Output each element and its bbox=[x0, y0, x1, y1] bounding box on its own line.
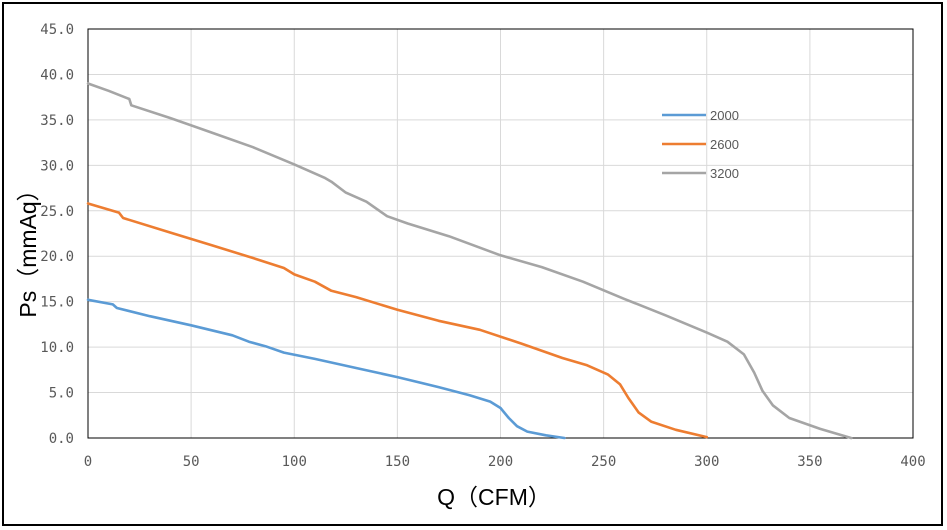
x-tick-label: 300 bbox=[694, 454, 719, 470]
plot-border bbox=[87, 28, 914, 439]
y-tick-label: 40.0 bbox=[40, 67, 74, 83]
legend-label-2600: 2600 bbox=[710, 137, 739, 152]
y-tick-label: 15.0 bbox=[40, 295, 74, 311]
x-tick-label: 50 bbox=[183, 454, 200, 470]
y-tick-label: 0.0 bbox=[49, 431, 74, 447]
y-tick-label: 5.0 bbox=[49, 386, 74, 402]
y-tick-label: 10.0 bbox=[40, 340, 74, 356]
legend-label-2000: 2000 bbox=[710, 108, 739, 123]
y-axis-ticks: 0.0 5.0 10.0 15.0 20.0 25.0 30.0 35.0 40.0 45.0 bbox=[40, 22, 74, 447]
series-line-2000 bbox=[86, 298, 566, 440]
legend-label-3200: 3200 bbox=[710, 166, 739, 181]
plot-area bbox=[87, 28, 914, 439]
x-tick-label: 350 bbox=[797, 454, 822, 470]
y-tick-label: 25.0 bbox=[40, 204, 74, 220]
y-tick-label: 45.0 bbox=[40, 22, 74, 38]
x-axis-title: Q（CFM） bbox=[437, 484, 551, 510]
series-line-2600 bbox=[86, 202, 709, 439]
x-tick-label: 100 bbox=[282, 454, 307, 470]
grid-lines bbox=[87, 28, 914, 439]
series-lines bbox=[86, 82, 853, 440]
legend: 2000 2600 3200 bbox=[662, 108, 739, 181]
x-tick-label: 0 bbox=[84, 454, 92, 470]
x-axis-ticks: 0 50 100 150 200 250 300 350 400 bbox=[84, 454, 926, 470]
y-tick-label: 35.0 bbox=[40, 113, 74, 129]
y-tick-label: 30.0 bbox=[40, 158, 74, 174]
x-tick-label: 250 bbox=[591, 454, 616, 470]
x-tick-label: 400 bbox=[900, 454, 925, 470]
series-line-3200 bbox=[86, 82, 853, 440]
y-tick-label: 20.0 bbox=[40, 249, 74, 265]
x-tick-label: 200 bbox=[488, 454, 513, 470]
x-tick-label: 150 bbox=[385, 454, 410, 470]
y-axis-title: Ps（mmAq） bbox=[15, 178, 41, 317]
